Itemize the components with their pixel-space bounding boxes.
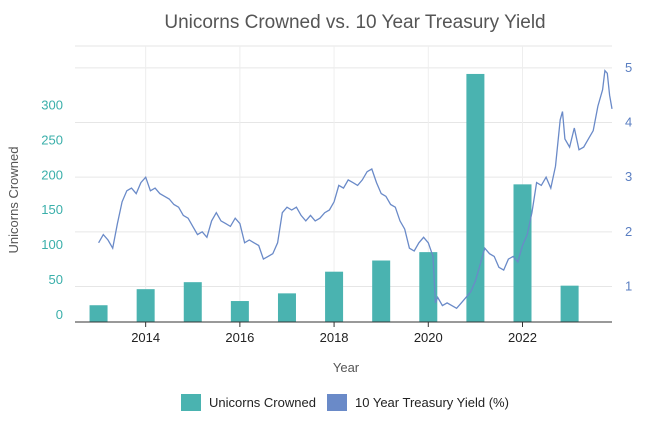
legend-label-unicorns: Unicorns Crowned	[209, 395, 316, 410]
bar-2016	[230, 301, 249, 322]
bar-2022	[513, 184, 532, 322]
legend-swatch-unicorns	[181, 394, 201, 411]
left-axis-label: Unicorns Crowned	[6, 147, 21, 254]
right-tick-label: 1	[625, 278, 632, 293]
x-tick-label: 2022	[508, 330, 537, 345]
x-axis-label: Year	[333, 360, 360, 375]
x-tick-label: 2018	[320, 330, 349, 345]
bar-2013	[89, 305, 108, 322]
right-tick-label: 4	[625, 115, 632, 130]
legend-swatch-yield	[327, 394, 347, 411]
bar-2020	[419, 252, 438, 322]
x-tick-label: 2014	[131, 330, 160, 345]
chart-title: Unicorns Crowned vs. 10 Year Treasury Yi…	[164, 12, 545, 33]
legend-label-yield: 10 Year Treasury Yield (%)	[355, 395, 509, 410]
right-tick-label: 3	[625, 169, 632, 184]
left-tick-label: 300	[41, 97, 63, 112]
bar-series	[89, 73, 579, 322]
treasury-yield-line	[98, 69, 613, 310]
left-axis-ticks: 0 50 100 150 200 250 300	[41, 97, 63, 322]
left-tick-label: 100	[41, 237, 63, 252]
x-tick-label: 2016	[225, 330, 254, 345]
left-tick-label: 200	[41, 167, 63, 182]
legend: Unicorns Crowned 10 Year Treasury Yield …	[181, 394, 509, 411]
bar-2021	[466, 73, 485, 322]
left-tick-label: 150	[41, 202, 63, 217]
bar-2018	[325, 271, 344, 322]
bar-2014	[136, 289, 155, 322]
left-tick-label: 250	[41, 132, 63, 147]
right-tick-label: 2	[625, 224, 632, 239]
bar-2015	[183, 282, 202, 322]
left-tick-label: 0	[56, 307, 63, 322]
x-axis-ticks: 2014 2016 2018 2020 2022	[131, 322, 537, 345]
left-tick-label: 50	[49, 272, 63, 287]
bar-2019	[372, 260, 391, 322]
x-tick-label: 2020	[414, 330, 443, 345]
right-tick-label: 5	[625, 60, 632, 75]
right-axis-ticks: 1 2 3 4 5	[625, 60, 632, 294]
bar-2017	[277, 293, 296, 322]
bar-2023	[560, 285, 579, 322]
